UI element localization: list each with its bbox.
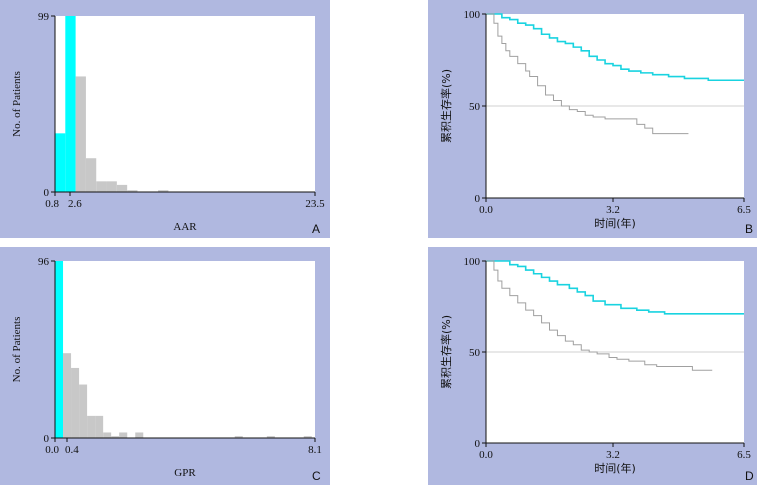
x-axis-label-b: 时间(年) xyxy=(594,216,636,230)
bar-c-11 xyxy=(266,436,275,438)
bar-c-3 xyxy=(79,384,88,438)
panel-letter-b: B xyxy=(745,222,754,236)
x-tick-label-b-0: 0.0 xyxy=(479,204,493,216)
bar-c-10 xyxy=(234,436,243,438)
y-axis-label-b: 累积生存率(%) xyxy=(439,69,453,143)
x-axis-label-a: AAR xyxy=(173,221,197,233)
bar-c-2 xyxy=(71,367,80,438)
bar-a-6 xyxy=(116,184,128,192)
panel-c: 0 96 0.0 0.4 8.1 GPR No. of Patients C xyxy=(0,247,330,485)
bar-a-0 xyxy=(55,133,66,192)
y-tick-label-b-2: 100 xyxy=(464,9,481,21)
bar-c-1 xyxy=(63,353,72,438)
x-axis-label-d: 时间(年) xyxy=(594,461,636,475)
panel-letter-c: C xyxy=(312,469,321,483)
x-tick-label-a-0: 0.8 xyxy=(45,198,59,210)
panel-b: 0 50 100 0.0 3.2 6.5 时间(年) 累积生存率(%) B xyxy=(428,0,757,238)
histogram-gpr: 0 96 0.0 0.4 8.1 GPR No. of Patients xyxy=(11,256,322,479)
y-axis-label-d: 累积生存率(%) xyxy=(439,315,453,389)
survival-curve-b: 0 50 100 0.0 3.2 6.5 时间(年) 累积生存率(%) xyxy=(439,9,751,230)
x-tick-label-c-2: 8.1 xyxy=(308,444,322,456)
bar-a-8 xyxy=(158,190,169,192)
survival-series-b-1 xyxy=(486,13,689,135)
x-tick-label-b-1: 3.2 xyxy=(606,204,620,216)
bar-c-7 xyxy=(111,436,120,438)
panel-a: 0 99 0.8 2.6 23.5 AAR No. of Patients A xyxy=(0,0,330,238)
y-tick-label-b-0: 0 xyxy=(475,193,481,205)
x-axis-label-c: GPR xyxy=(174,467,196,479)
x-tick-label-d-1: 3.2 xyxy=(606,449,620,461)
panel-letter-a: A xyxy=(312,222,321,236)
panel-d: 0 50 100 0.0 3.2 6.5 时间(年) 累积生存率(%) D xyxy=(428,247,757,485)
y-tick-label-d-0: 0 xyxy=(475,438,481,450)
bar-a-2 xyxy=(75,76,86,192)
y-tick-label-b-1: 50 xyxy=(469,101,481,113)
y-tick-label-a-1: 99 xyxy=(38,11,50,23)
plot-area-c xyxy=(55,261,315,438)
y-tick-label-c-1: 96 xyxy=(38,256,50,268)
x-tick-label-a-2: 23.5 xyxy=(305,198,325,210)
x-tick-label-c-1: 0.4 xyxy=(65,444,79,456)
survival-series-d-1 xyxy=(486,260,713,371)
x-tick-label-d-0: 0.0 xyxy=(479,449,493,461)
bar-a-3 xyxy=(85,158,97,192)
bar-c-5 xyxy=(95,415,104,438)
bar-a-4 xyxy=(96,181,107,192)
survival-curve-d: 0 50 100 0.0 3.2 6.5 时间(年) 累积生存率(%) xyxy=(439,256,751,475)
plot-area-a xyxy=(55,16,315,192)
y-tick-label-a-0: 0 xyxy=(44,187,50,199)
bar-c-4 xyxy=(87,415,96,438)
histogram-aar: 0 99 0.8 2.6 23.5 AAR No. of Patients xyxy=(11,11,325,233)
bar-c-8 xyxy=(119,432,128,438)
y-axis-label-c: No. of Patients xyxy=(11,317,23,383)
y-axis-label-a: No. of Patients xyxy=(11,71,23,137)
bar-a-1 xyxy=(65,16,76,192)
y-tick-label-c-0: 0 xyxy=(44,433,50,445)
bar-a-7 xyxy=(127,190,138,192)
y-tick-label-d-1: 50 xyxy=(469,347,481,359)
bar-c-12 xyxy=(303,436,312,438)
x-tick-label-d-2: 6.5 xyxy=(737,449,751,461)
panel-letter-d: D xyxy=(745,469,754,483)
bar-c-6 xyxy=(103,432,112,438)
x-tick-label-c-0: 0.0 xyxy=(45,444,59,456)
bar-a-5 xyxy=(106,181,117,192)
bar-c-9 xyxy=(135,432,144,438)
y-tick-label-d-2: 100 xyxy=(464,256,481,268)
x-tick-label-a-1: 2.6 xyxy=(68,198,82,210)
survival-series-b-0 xyxy=(486,13,744,82)
survival-series-d-0 xyxy=(486,260,744,315)
x-tick-label-b-2: 6.5 xyxy=(737,204,751,216)
bar-c-0 xyxy=(55,261,64,438)
